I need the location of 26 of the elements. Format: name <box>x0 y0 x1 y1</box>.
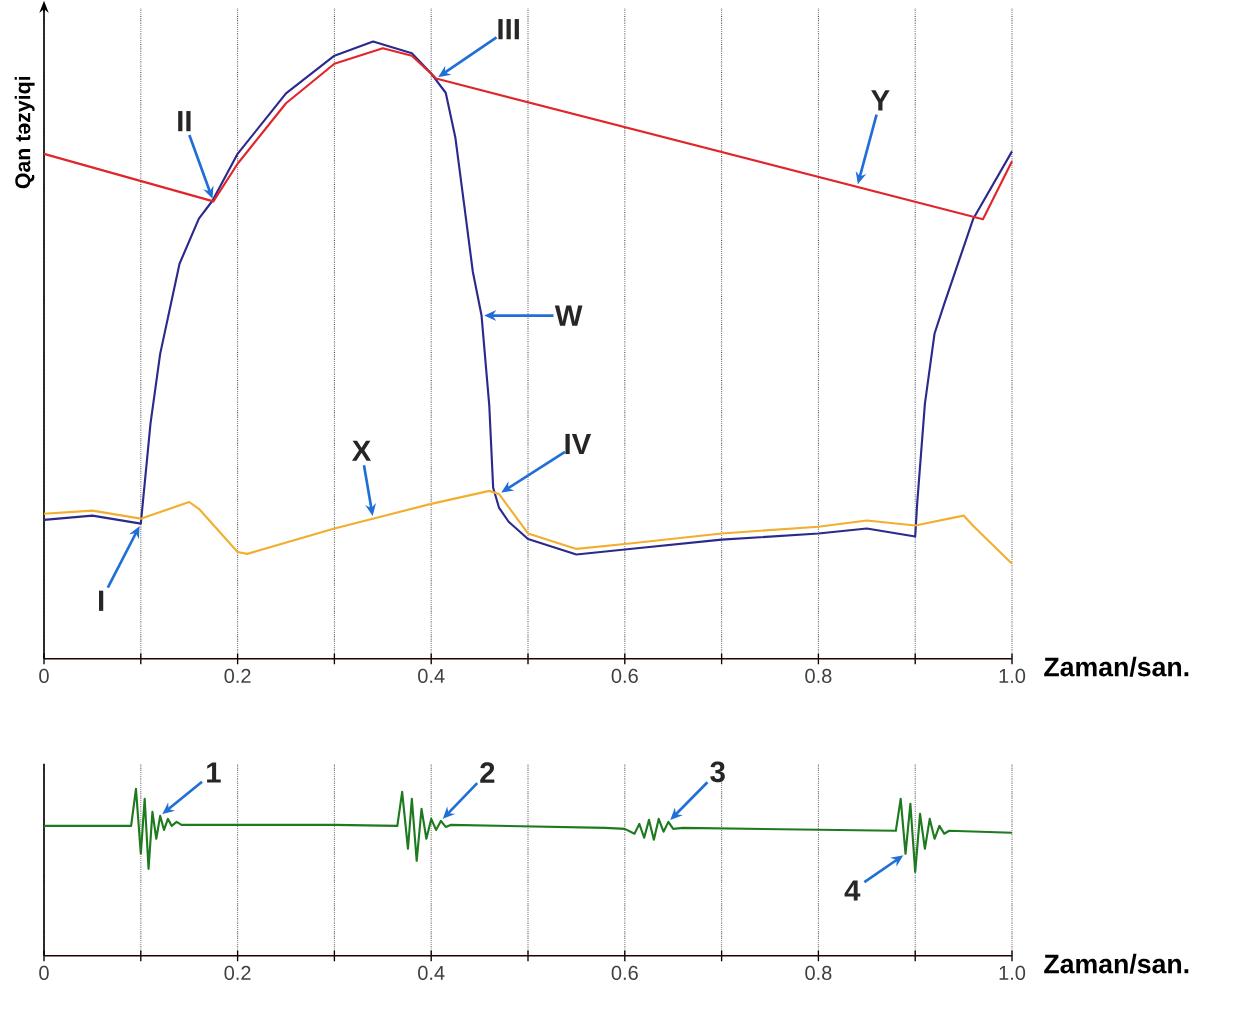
text: Y <box>871 90 890 111</box>
annotation: IV <box>565 433 592 455</box>
x-tick-label: 0.6 <box>611 965 638 981</box>
annotation: 3 <box>710 761 725 783</box>
y-axis-title: Qan təzyiqi <box>14 77 35 189</box>
annotation: I <box>99 590 104 611</box>
annotation: III <box>498 19 519 40</box>
x-tick-label: 0.2 <box>224 965 251 981</box>
x-tick-label: 0.4 <box>418 965 445 981</box>
annotation: 4 <box>844 880 861 901</box>
x-tick-label: 0.8 <box>805 668 832 684</box>
annotation: 1 <box>207 762 221 783</box>
x-axis-title: Zaman/san. <box>1044 656 1189 677</box>
text: W <box>554 305 583 326</box>
x-tick-label: 0.4 <box>418 668 445 684</box>
x-tick-label: 1.0 <box>999 668 1026 684</box>
x-tick-label: 0.2 <box>224 668 251 684</box>
x-axis-title: Zaman/san. <box>1044 953 1189 974</box>
x-tick-label: 0 <box>39 668 49 684</box>
x-tick-label: 0 <box>39 965 49 981</box>
annotation: II <box>178 111 191 132</box>
x-tick-label: 1.0 <box>999 965 1026 981</box>
x-tick-label: 0.8 <box>805 965 832 981</box>
x-tick-label: 0.6 <box>611 668 638 684</box>
annotation: 2 <box>480 762 495 783</box>
series-label: X <box>351 440 372 461</box>
